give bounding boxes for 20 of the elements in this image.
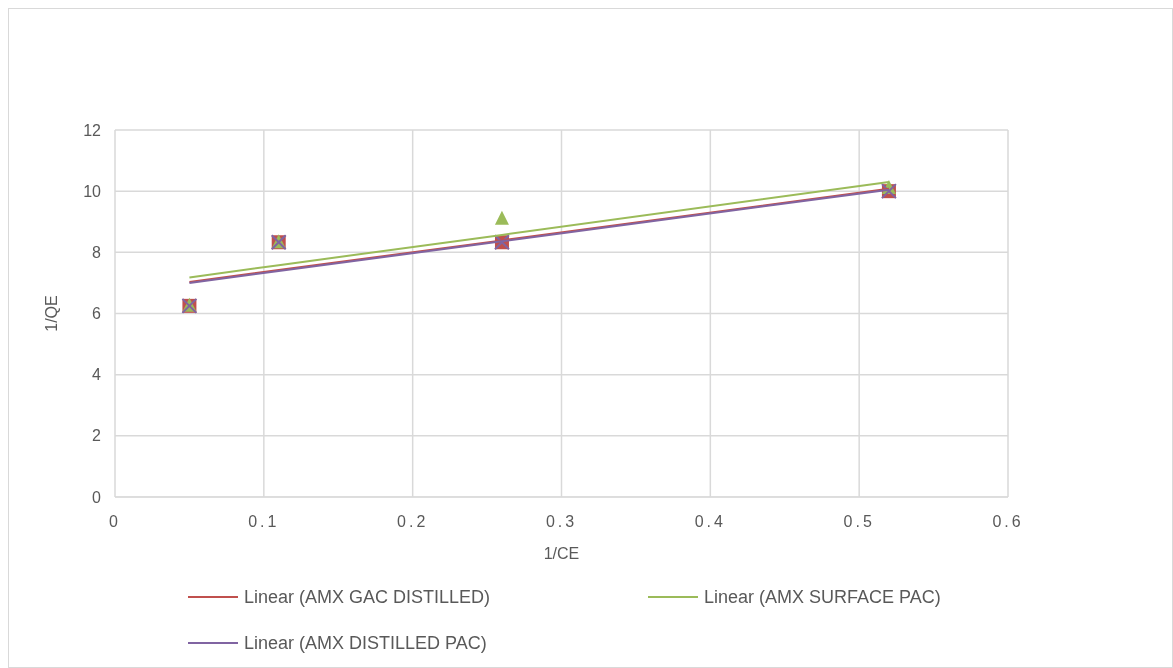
y-tick-label: 8 <box>92 243 102 261</box>
y-tick-label: 6 <box>92 305 102 323</box>
y-tick-label: 10 <box>83 182 102 200</box>
point <box>494 210 509 225</box>
x-tick-label: 0.3 <box>545 513 578 530</box>
y-tick-label: 12 <box>83 121 102 139</box>
y-tick-label: 4 <box>92 366 102 384</box>
x-tick-label: 0.2 <box>397 513 429 530</box>
x-tick-label: 0.5 <box>843 513 875 530</box>
legend-label: Linear (AMX GAC DISTILLED) <box>244 587 491 608</box>
x-tick-label: 0.6 <box>992 513 1024 530</box>
x-axis-title: 1/CE <box>543 545 580 562</box>
legend-label: Linear (AMX SURFACE PAC) <box>704 587 941 608</box>
x-tick-label: 0.4 <box>694 513 726 530</box>
legend-label: Linear (AMX DISTILLED PAC) <box>244 633 487 654</box>
y-tick-label: 2 <box>92 427 102 445</box>
y-tick-label: 0 <box>92 488 102 506</box>
x-tick-label: 0 <box>109 513 121 530</box>
x-tick-label: 0.1 <box>248 513 280 530</box>
y-axis-title: 1/QE <box>43 295 60 332</box>
